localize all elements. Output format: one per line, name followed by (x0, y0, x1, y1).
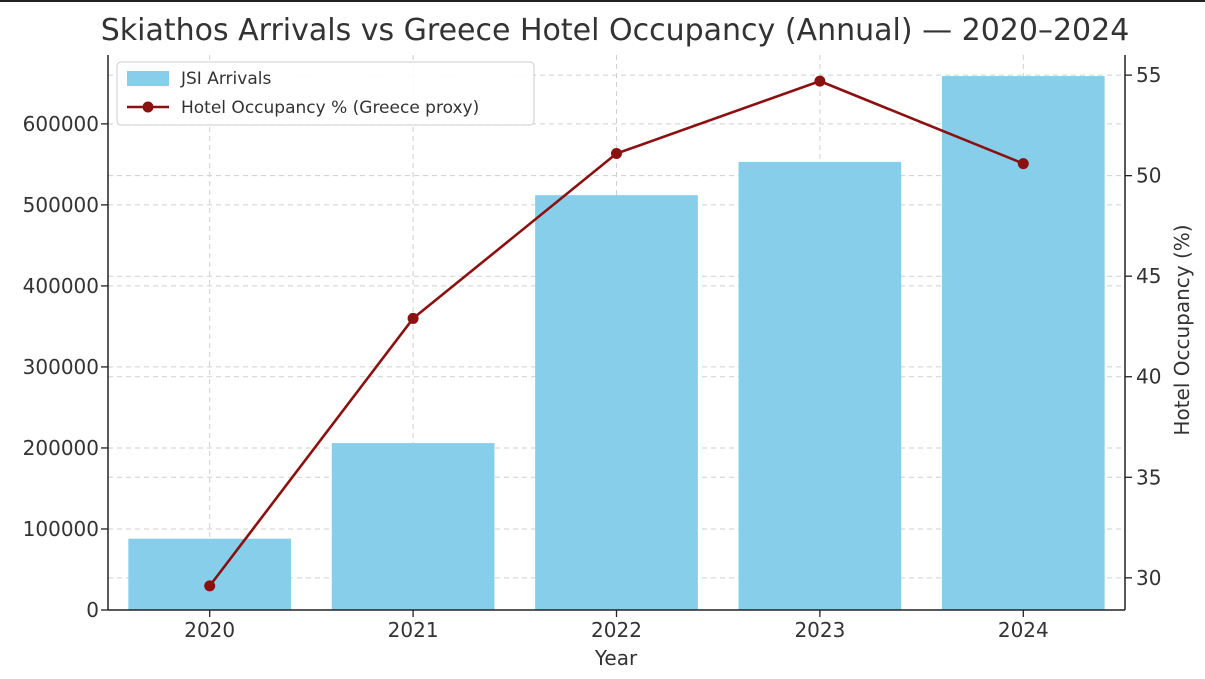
x-tick-label: 2021 (388, 618, 439, 642)
line-point (814, 75, 826, 87)
y-tick-label: 500000 (23, 193, 99, 217)
x-tick-label: 2022 (591, 618, 642, 642)
line-point (611, 148, 622, 160)
bar (738, 161, 902, 610)
axes (101, 55, 1132, 617)
legend: JSI Arrivals Hotel Occupancy % (Greece pr… (116, 61, 535, 126)
y-tick-label: 400000 (23, 274, 99, 298)
bar (535, 195, 698, 610)
y-tick-label: 100000 (23, 517, 99, 541)
x-tick-label: 2020 (184, 618, 235, 642)
line-point (204, 580, 216, 592)
bar (331, 443, 495, 610)
legend-label: Hotel Occupancy % (Greece proxy) (181, 98, 479, 118)
line-series (204, 75, 1029, 592)
tick-labels: 0 100000 200000 300000 400000 500000 600000 30 3… (23, 63, 1162, 642)
y2-tick-label: 35 (1136, 465, 1161, 489)
chart-title: Skiathos Arrivals vs Greece Hotel Occupa… (101, 13, 1130, 48)
y2-tick-label: 55 (1136, 63, 1161, 87)
line-point (1017, 158, 1029, 170)
y-tick-label: 0 (86, 598, 99, 622)
legend-box (116, 61, 535, 126)
x-tick-label: 2023 (794, 618, 845, 642)
y2-tick-label: 30 (1136, 566, 1161, 590)
x-tick-label: 2024 (998, 618, 1049, 642)
y2-axis-label: Hotel Occupancy (%) (1170, 224, 1194, 435)
top-border-line (0, 0, 1205, 2)
legend-swatch-marker (142, 101, 154, 113)
bar-series (128, 76, 1105, 611)
line-point (407, 312, 419, 324)
x-axis-label: Year (594, 646, 638, 670)
y2-tick-label: 50 (1136, 164, 1161, 188)
y2-tick-label: 40 (1136, 365, 1161, 389)
y-tick-label: 600000 (23, 112, 99, 136)
legend-swatch-bar (127, 71, 169, 86)
y-tick-label: 200000 (23, 436, 99, 460)
y2-tick-label: 45 (1136, 264, 1161, 288)
y-tick-label: 300000 (23, 355, 99, 379)
bar (941, 76, 1105, 611)
legend-label: JSI Arrivals (180, 69, 271, 89)
bar (128, 538, 292, 610)
